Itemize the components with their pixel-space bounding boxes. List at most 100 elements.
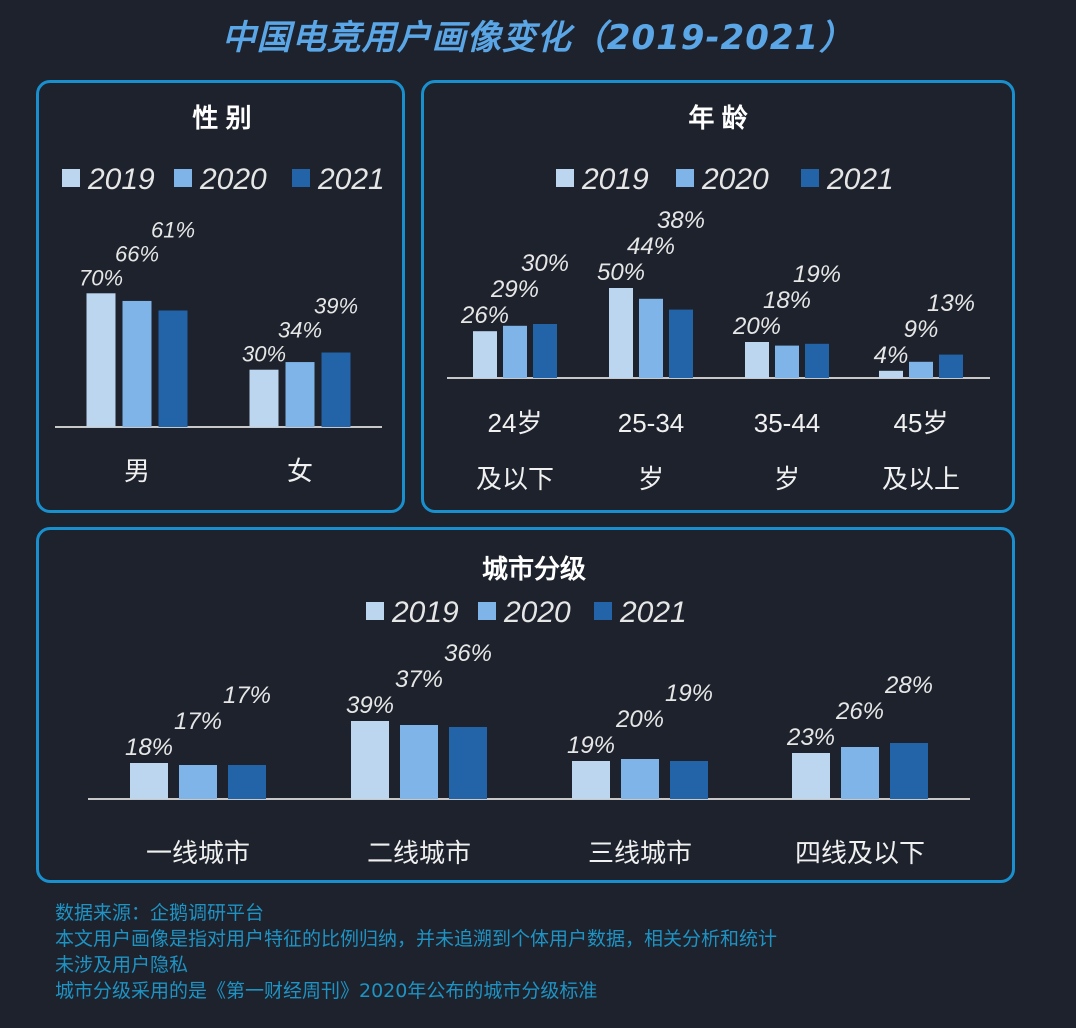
city-bar-2021-0 bbox=[228, 765, 266, 799]
age-bar-2021-0 bbox=[533, 324, 557, 378]
age-category-label: 及以上 bbox=[882, 464, 960, 494]
city-bar-2021-3 bbox=[890, 743, 928, 799]
age-category-label: 35-44 bbox=[754, 408, 821, 438]
gender-value-label: 30% bbox=[242, 342, 286, 367]
city-value-label: 39% bbox=[346, 692, 394, 719]
age-legend-label-2021: 2021 bbox=[826, 163, 894, 196]
footnotes: 数据来源：企鹅调研平台 本文用户画像是指对用户特征的比例归纳，并未追溯到个体用户… bbox=[55, 900, 777, 1004]
city-value-label: 17% bbox=[223, 682, 271, 709]
city-legend-swatch-2019 bbox=[366, 602, 384, 620]
city-bar-2019-2 bbox=[572, 761, 610, 799]
city-legend-label-2019: 2019 bbox=[391, 596, 459, 629]
city-category-label: 一线城市 bbox=[146, 838, 250, 868]
gender-value-label: 34% bbox=[278, 318, 322, 343]
age-category-label: 岁 bbox=[638, 464, 664, 494]
city-bar-2019-1 bbox=[351, 721, 389, 799]
age-value-label: 19% bbox=[793, 261, 841, 288]
age-legend-swatch-2021 bbox=[801, 169, 819, 187]
city-value-label: 37% bbox=[395, 666, 443, 693]
gender-legend-swatch-2020 bbox=[174, 169, 192, 187]
gender-legend-label-2021: 2021 bbox=[317, 163, 385, 196]
gender-value-label: 61% bbox=[151, 217, 195, 242]
age-bar-2020-2 bbox=[775, 345, 799, 378]
age-bar-2019-0 bbox=[473, 331, 497, 378]
gender-legend-swatch-2021 bbox=[292, 169, 310, 187]
city-value-label: 26% bbox=[835, 698, 884, 725]
city-bar-2020-0 bbox=[179, 765, 217, 799]
gender-legend-swatch-2019 bbox=[62, 169, 80, 187]
age-bar-2019-1 bbox=[609, 288, 633, 378]
city-bar-2019-0 bbox=[130, 763, 168, 799]
age-bar-2019-3 bbox=[879, 370, 903, 378]
age-bar-2021-3 bbox=[939, 354, 963, 378]
gender-legend-label-2019: 2019 bbox=[87, 163, 155, 196]
age-category-label: 25-34 bbox=[618, 408, 685, 438]
city-category-label: 二线城市 bbox=[367, 838, 471, 868]
age-panel bbox=[421, 80, 1015, 513]
gender-legend-label-2020: 2020 bbox=[199, 163, 267, 196]
age-legend-label-2020: 2020 bbox=[701, 163, 769, 196]
age-value-label: 50% bbox=[597, 259, 645, 286]
age-value-label: 26% bbox=[460, 302, 509, 329]
gender-value-label: 66% bbox=[115, 241, 159, 266]
city-value-label: 23% bbox=[786, 724, 835, 751]
age-value-label: 18% bbox=[763, 287, 811, 314]
gender-bar-2019-0 bbox=[86, 293, 116, 427]
footnote-city-standard: 城市分级采用的是《第一财经周刊》2020年公布的城市分级标准 bbox=[55, 980, 598, 1002]
age-bar-2020-0 bbox=[503, 325, 527, 378]
city-bar-2020-1 bbox=[400, 725, 438, 799]
age-title: 年 龄 bbox=[688, 103, 748, 133]
gender-bar-2021-1 bbox=[321, 352, 351, 427]
gender-bar-2020-0 bbox=[122, 300, 152, 427]
gender-bar-2020-1 bbox=[285, 362, 315, 427]
gender-value-label: 39% bbox=[314, 294, 358, 319]
age-category-label: 45岁 bbox=[894, 408, 949, 438]
city-value-label: 36% bbox=[444, 640, 492, 667]
age-bar-2021-1 bbox=[669, 309, 693, 378]
age-bar-2020-3 bbox=[909, 361, 933, 378]
city-title: 城市分级 bbox=[482, 554, 586, 584]
city-value-label: 20% bbox=[615, 706, 664, 733]
age-value-label: 13% bbox=[927, 290, 975, 317]
city-value-label: 19% bbox=[567, 732, 615, 759]
footnote-privacy-2: 未涉及用户隐私 bbox=[55, 954, 189, 976]
city-category-label: 四线及以下 bbox=[795, 838, 925, 868]
gender-title: 性 别 bbox=[192, 103, 251, 133]
city-tier-panel bbox=[36, 527, 1015, 883]
city-legend-label-2021: 2021 bbox=[619, 596, 687, 629]
age-value-label: 20% bbox=[732, 313, 781, 340]
city-bar-2019-3 bbox=[792, 753, 830, 799]
city-bar-2020-2 bbox=[621, 759, 659, 799]
age-value-label: 38% bbox=[657, 207, 705, 234]
age-legend-swatch-2019 bbox=[556, 169, 574, 187]
age-value-label: 44% bbox=[627, 233, 675, 260]
city-legend-swatch-2021 bbox=[594, 602, 612, 620]
age-value-label: 29% bbox=[490, 276, 539, 303]
age-category-label: 及以下 bbox=[476, 464, 554, 494]
page-title: 中国电竞用户画像变化（2019-2021） bbox=[221, 18, 855, 58]
city-value-label: 19% bbox=[665, 680, 713, 707]
city-legend-label-2020: 2020 bbox=[503, 596, 571, 629]
city-bar-2021-1 bbox=[449, 727, 487, 799]
gender-panel bbox=[36, 80, 405, 513]
age-value-label: 9% bbox=[904, 316, 939, 343]
age-category-label: 岁 bbox=[774, 464, 800, 494]
gender-category-label: 男 bbox=[124, 456, 150, 486]
gender-category-label: 女 bbox=[287, 456, 313, 486]
age-legend-swatch-2020 bbox=[676, 169, 694, 187]
city-legend-swatch-2020 bbox=[478, 602, 496, 620]
age-bar-2021-2 bbox=[805, 343, 829, 378]
age-value-label: 30% bbox=[521, 250, 569, 277]
gender-bar-2021-0 bbox=[158, 310, 188, 427]
age-category-label: 24岁 bbox=[488, 408, 543, 438]
age-value-label: 4% bbox=[874, 342, 909, 369]
city-value-label: 18% bbox=[125, 734, 173, 761]
gender-value-label: 70% bbox=[79, 265, 123, 290]
city-category-label: 三线城市 bbox=[588, 838, 692, 868]
city-value-label: 17% bbox=[174, 708, 222, 735]
age-bar-2020-1 bbox=[639, 298, 663, 378]
age-bar-2019-2 bbox=[745, 342, 769, 378]
age-legend-label-2019: 2019 bbox=[581, 163, 649, 196]
footnote-privacy-1: 本文用户画像是指对用户特征的比例归纳，并未追溯到个体用户数据，相关分析和统计 bbox=[55, 928, 778, 950]
